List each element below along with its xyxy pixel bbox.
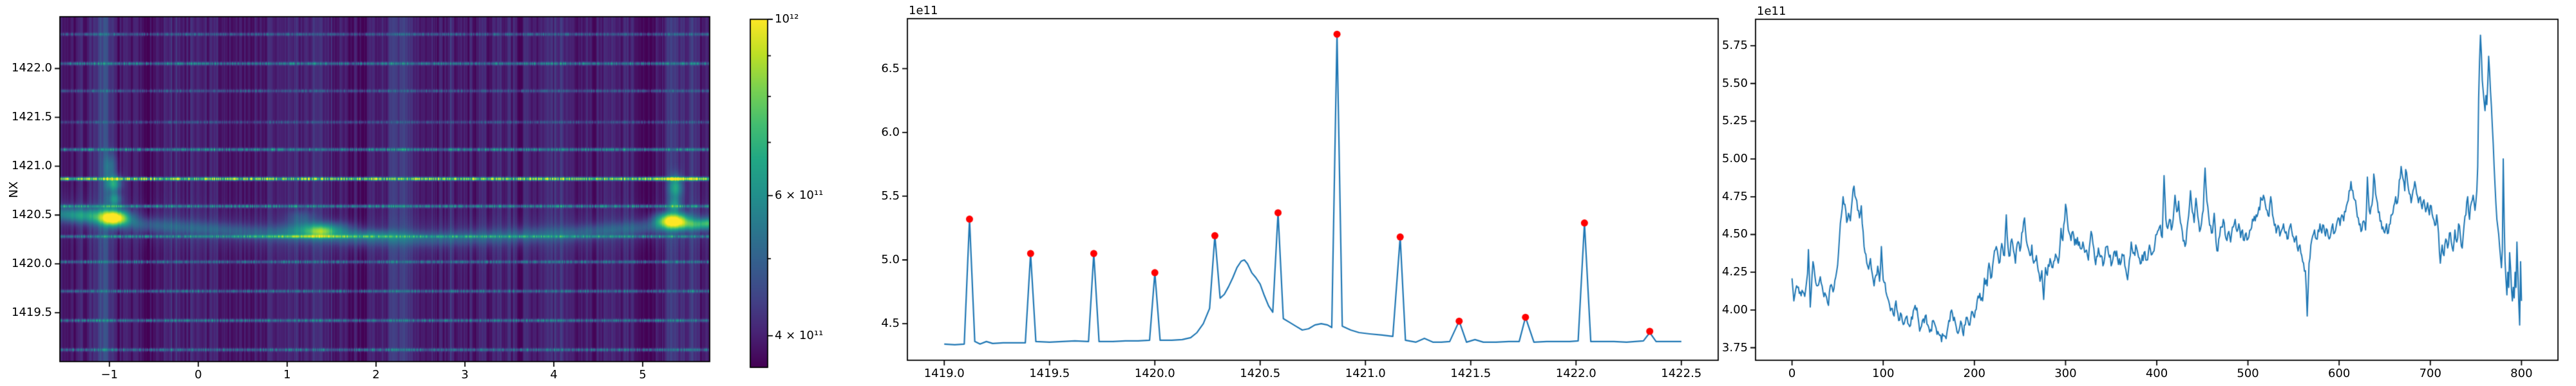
y-tick-label: 4.50 <box>1721 227 1748 241</box>
x-tick-label: 1 <box>283 368 291 381</box>
x-tick-label: 700 <box>2419 367 2441 380</box>
colorbar-tick-label: 6 × 10¹¹ <box>775 188 824 203</box>
y-tick-label: 5.75 <box>1721 39 1748 53</box>
x-tick-label: 2 <box>372 368 380 381</box>
x-tick-label: 1421.5 <box>1450 367 1492 380</box>
y-tick-label: 1421.5 <box>12 110 52 124</box>
series-offset-label: 1e11 <box>1757 5 1786 18</box>
y-tick-label: 5.50 <box>1721 76 1748 90</box>
y-tick-label: 4.00 <box>1721 302 1748 317</box>
x-tick-label: 400 <box>2145 367 2168 380</box>
y-tick-label: 4.75 <box>1721 189 1748 203</box>
x-tick-label: 1419.5 <box>1029 367 1070 380</box>
y-tick-label: 6.5 <box>881 61 900 75</box>
x-tick-label: 0 <box>194 368 202 381</box>
y-tick-label: 5.25 <box>1721 114 1748 128</box>
x-tick-label: −1 <box>100 368 118 381</box>
colorbar-tick-label: 4 × 10¹¹ <box>775 328 824 342</box>
y-tick-label: 1419.5 <box>12 306 52 320</box>
y-tick-label: 1420.5 <box>12 208 52 222</box>
x-tick-label: 1420.5 <box>1240 367 1281 380</box>
y-tick-label: 4.25 <box>1721 265 1748 279</box>
y-tick-label: 5.5 <box>881 188 900 203</box>
x-tick-label: 200 <box>1963 367 1985 380</box>
y-tick-label: 1422.0 <box>12 61 52 75</box>
colorbar-tick-label: 10¹² <box>775 12 799 26</box>
x-tick-label: 5 <box>639 368 647 381</box>
x-tick-label: 1421.0 <box>1345 367 1386 380</box>
heatmap-ylabel: NX <box>7 181 21 198</box>
spectrum-offset-label: 1e11 <box>909 4 938 17</box>
x-tick-label: 500 <box>2237 367 2259 380</box>
y-tick-label: 5.0 <box>881 253 900 266</box>
y-tick-label: 1421.0 <box>12 159 52 173</box>
x-tick-label: 3 <box>461 368 469 381</box>
x-tick-label: 1419.0 <box>923 367 965 380</box>
x-tick-label: 1422.5 <box>1661 367 1702 380</box>
x-tick-label: 0 <box>1788 367 1796 380</box>
y-tick-label: 5.00 <box>1721 152 1748 166</box>
x-tick-label: 100 <box>1872 367 1895 380</box>
y-tick-label: 4.5 <box>881 317 900 331</box>
x-tick-label: 800 <box>2510 367 2533 380</box>
x-tick-label: 1420.0 <box>1134 367 1175 380</box>
x-tick-label: 600 <box>2327 367 2351 380</box>
x-tick-label: 4 <box>550 368 558 381</box>
y-tick-label: 1420.0 <box>12 257 52 271</box>
y-tick-label: 3.75 <box>1721 340 1748 354</box>
x-tick-label: 1422.0 <box>1555 367 1596 380</box>
x-tick-label: 300 <box>2054 367 2077 380</box>
y-tick-label: 6.0 <box>881 125 900 139</box>
